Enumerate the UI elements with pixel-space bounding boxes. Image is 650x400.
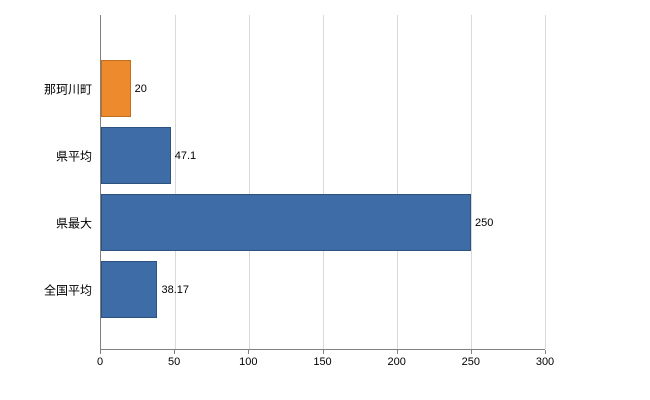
x-tick-label: 50: [168, 356, 181, 368]
x-tick-label: 150: [313, 356, 332, 368]
x-tick-mark: [174, 350, 176, 354]
gridline: [248, 15, 250, 349]
bar-value-label: 47.1: [174, 149, 197, 162]
x-tick-label: 0: [96, 356, 104, 368]
x-tick-mark: [396, 350, 398, 354]
category-axis-labels: 那珂川町県平均県最大全国平均: [0, 15, 95, 350]
x-tick-mark: [248, 350, 250, 354]
gridline: [174, 15, 176, 349]
bar-row: 20: [101, 55, 545, 122]
x-tick-mark: [322, 350, 324, 354]
gridline: [323, 15, 324, 349]
x-tick-label: 200: [387, 356, 406, 368]
x-tick-label: 250: [461, 356, 481, 368]
x-tick-mark: [470, 350, 472, 354]
bar-県平均: [101, 127, 171, 184]
x-tick-label: 100: [239, 356, 258, 368]
category-label: 県平均: [55, 149, 92, 163]
bar-value-label: 250: [475, 216, 494, 229]
category-label: 県最大: [55, 216, 92, 230]
x-tick-mark: [545, 350, 546, 354]
value-axis-labels: 0 50 100 150 200 250 300: [96, 356, 554, 372]
bar-value-label: 20: [134, 82, 147, 95]
bar-rows: 20 47.1 250 38.17: [101, 55, 545, 323]
gridline: [545, 15, 546, 349]
gridline: [471, 15, 472, 349]
bar-row: 47.1: [101, 122, 545, 189]
bar-row: 250: [101, 189, 545, 256]
gridline: [396, 15, 398, 349]
bar-全国平均: [101, 261, 158, 318]
x-tick-label: 300: [535, 356, 555, 368]
x-tick-mark: [100, 350, 101, 354]
bar-県最大: [101, 194, 471, 251]
plot-area: 20 47.1 250 38.17: [100, 15, 546, 350]
bar-row: 38.17: [101, 256, 545, 323]
bar-那珂川町: [101, 60, 131, 117]
category-label: 那珂川町: [43, 82, 92, 96]
category-label: 全国平均: [43, 283, 92, 297]
bar-value-label: 38.17: [161, 283, 190, 296]
